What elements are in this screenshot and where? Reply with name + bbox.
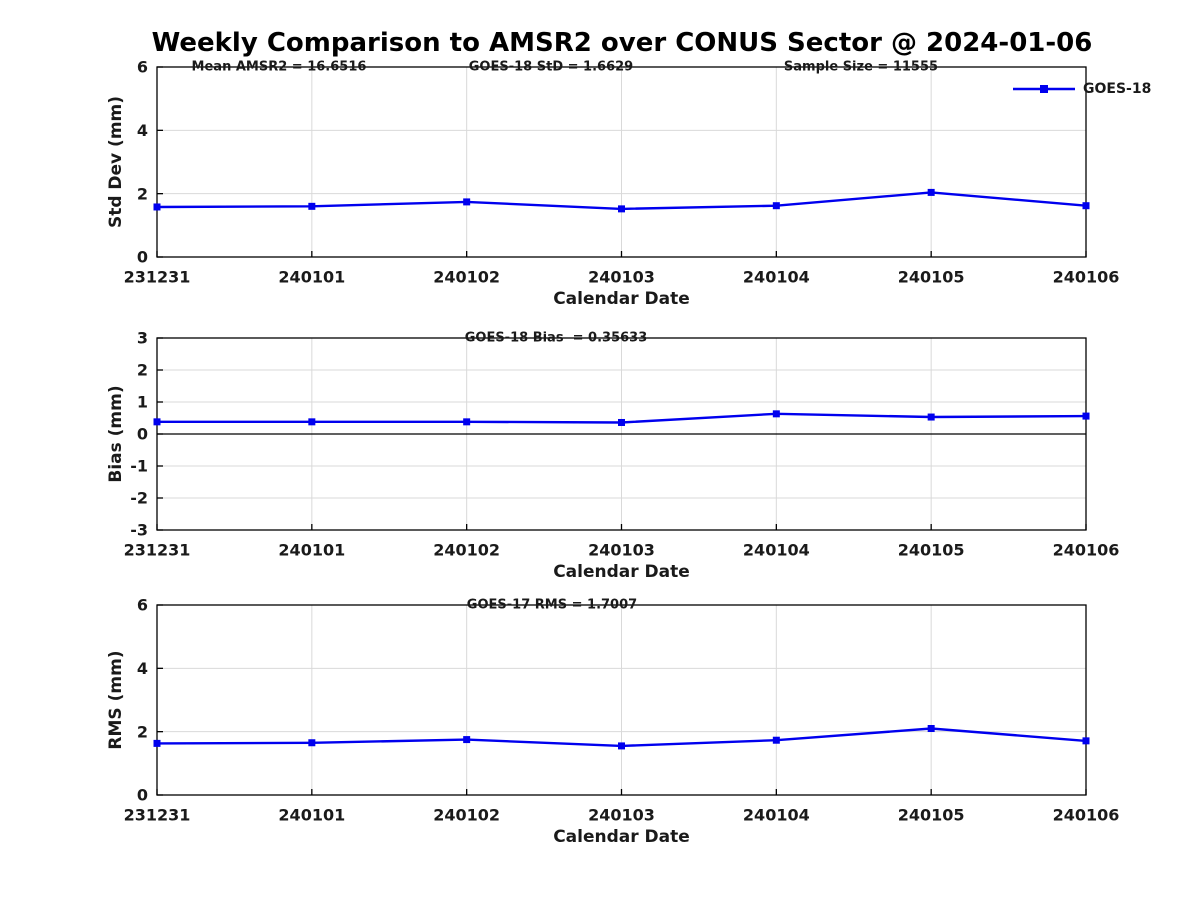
- subplot-annotation: GOES-17 RMS = 1.7007: [467, 598, 637, 613]
- data-point-marker: [1082, 412, 1090, 420]
- y-axis-label: RMS (mm): [106, 650, 126, 749]
- data-point-marker: [618, 742, 625, 750]
- y-tick-label: 0: [137, 786, 148, 805]
- data-point-marker: [772, 410, 780, 418]
- legend: GOES-18: [1011, 80, 1151, 98]
- x-tick-label: 240103: [588, 806, 655, 825]
- x-tick-label: 240101: [278, 541, 345, 560]
- x-tick-label: 240104: [743, 806, 810, 825]
- x-tick-label: 240106: [1053, 806, 1120, 825]
- data-point-marker: [308, 739, 316, 747]
- x-axis-label: Calendar Date: [553, 827, 690, 847]
- data-point-marker: [463, 736, 471, 744]
- data-point-marker: [308, 418, 316, 426]
- subplot-annotation: GOES-18 StD = 1.6629: [469, 60, 633, 75]
- data-point-marker: [463, 418, 471, 426]
- y-tick-label: 4: [137, 659, 148, 678]
- x-tick-label: 231231: [124, 806, 191, 825]
- data-point-marker: [153, 203, 161, 211]
- x-tick-label: 240105: [898, 806, 965, 825]
- subplot-std-dev-mm: 0 2 4 6 231231 240101 240102 240103 240104 240105…: [106, 58, 1119, 309]
- y-tick-label: 2: [137, 361, 148, 380]
- data-point-marker: [927, 188, 935, 196]
- legend-series-label: GOES-18: [1083, 81, 1152, 97]
- y-tick-label: 6: [137, 58, 148, 77]
- data-point-marker: [927, 725, 935, 732]
- subplot-annotation: Mean AMSR2 = 16.6516: [192, 60, 367, 75]
- x-tick-label: 240105: [898, 268, 965, 287]
- y-tick-label: -2: [130, 489, 148, 508]
- x-tick-label: 240105: [898, 541, 965, 560]
- x-tick-label: 240102: [433, 541, 500, 560]
- y-tick-label: -1: [130, 457, 148, 476]
- data-point-marker: [153, 739, 161, 747]
- x-axis-label: Calendar Date: [553, 289, 690, 309]
- x-tick-label: 240103: [588, 541, 655, 560]
- y-axis-label: Bias (mm): [106, 385, 126, 482]
- x-tick-label: 240103: [588, 268, 655, 287]
- y-tick-label: 0: [137, 248, 148, 267]
- data-point-marker: [927, 413, 935, 421]
- subplot-annotation: GOES-18 Bias = 0.35633: [465, 331, 648, 346]
- data-point-marker: [153, 418, 161, 426]
- legend-line-marker-icon: [1013, 85, 1075, 93]
- subplot-rms-mm: 0 2 4 6 231231 240101 240102 240103 240104 240105…: [106, 596, 1119, 847]
- x-tick-label: 240104: [743, 541, 810, 560]
- x-tick-label: 240104: [743, 268, 810, 287]
- subplot-bias-mm: -3 -2 -1 0 1 2 3 231231 240101 240102 240103 240104…: [106, 329, 1119, 582]
- x-tick-label: 240106: [1053, 541, 1120, 560]
- x-tick-label: 240101: [278, 806, 345, 825]
- x-axis-label: Calendar Date: [553, 562, 690, 582]
- data-point-marker: [618, 418, 625, 426]
- x-tick-label: 240102: [433, 268, 500, 287]
- data-point-marker: [308, 202, 316, 210]
- x-tick-label: 231231: [124, 541, 191, 560]
- data-point-marker: [463, 198, 471, 206]
- figure-title: Weekly Comparison to AMSR2 over CONUS Se…: [151, 28, 1093, 58]
- y-tick-label: 1: [137, 393, 148, 412]
- y-tick-label: 3: [137, 329, 148, 348]
- x-tick-label: 231231: [124, 268, 191, 287]
- y-tick-label: 2: [137, 184, 148, 203]
- y-axis-label: Std Dev (mm): [106, 96, 126, 228]
- data-point-marker: [772, 202, 780, 210]
- data-point-marker: [618, 205, 625, 213]
- y-tick-label: -3: [130, 521, 148, 540]
- y-tick-label: 4: [137, 121, 148, 140]
- y-tick-label: 2: [137, 722, 148, 741]
- y-tick-label: 6: [137, 596, 148, 615]
- x-tick-label: 240106: [1053, 268, 1120, 287]
- x-tick-label: 240101: [278, 268, 345, 287]
- subplot-annotation: Sample Size = 11555: [784, 60, 938, 75]
- data-point-marker: [1082, 737, 1090, 745]
- data-point-marker: [1082, 202, 1090, 210]
- x-tick-label: 240102: [433, 806, 500, 825]
- data-point-marker: [772, 736, 780, 744]
- y-tick-label: 0: [137, 425, 148, 444]
